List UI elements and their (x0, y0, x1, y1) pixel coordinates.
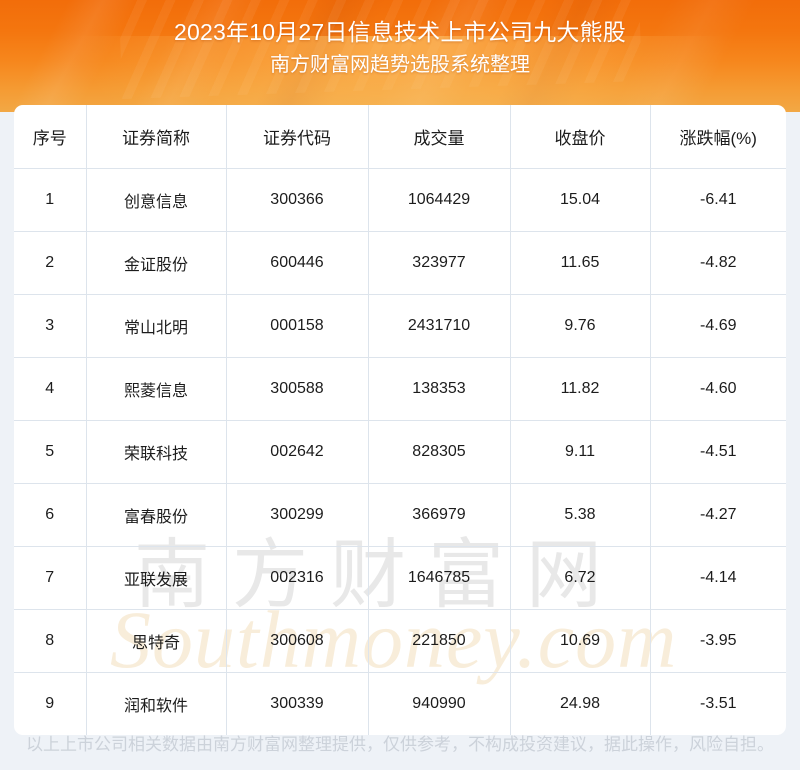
cell-change: -4.60 (650, 357, 786, 421)
cell-name: 荣联科技 (86, 420, 227, 484)
footer-disclaimer: 以上上市公司相关数据由南方财富网整理提供，仅供参考，不构成投资建议，据此操作，风… (26, 735, 774, 754)
cell-code: 002316 (226, 546, 369, 610)
cell-index: 3 (14, 294, 87, 358)
table-header-row: 序号 证券简称 证券代码 成交量 收盘价 涨跌幅(%) (14, 105, 786, 169)
cell-index: 2 (14, 231, 87, 295)
cell-close: 15.04 (510, 168, 651, 232)
table-row: 1 创意信息 300366 1064429 15.04 -6.41 (14, 168, 786, 232)
table-row: 6 富春股份 300299 366979 5.38 -4.27 (14, 483, 786, 547)
cell-change: -3.95 (650, 609, 786, 673)
cell-index: 9 (14, 672, 87, 735)
cell-index: 1 (14, 168, 87, 232)
cell-code: 000158 (226, 294, 369, 358)
cell-change: -4.27 (650, 483, 786, 547)
table-row: 4 熙菱信息 300588 138353 11.82 -4.60 (14, 357, 786, 421)
cell-close: 6.72 (510, 546, 651, 610)
page-subtitle: 南方财富网趋势选股系统整理 (270, 54, 530, 76)
cell-index: 7 (14, 546, 87, 610)
cell-close: 11.82 (510, 357, 651, 421)
cell-change: -4.51 (650, 420, 786, 484)
column-header-name: 证券简称 (86, 105, 227, 169)
cell-change: -6.41 (650, 168, 786, 232)
column-header-code: 证券代码 (226, 105, 369, 169)
column-header-change: 涨跌幅(%) (650, 105, 786, 169)
cell-name: 富春股份 (86, 483, 227, 547)
cell-close: 9.11 (510, 420, 651, 484)
cell-volume: 1064429 (368, 168, 511, 232)
stock-table: 序号 证券简称 证券代码 成交量 收盘价 涨跌幅(%) 1 创意信息 30036… (14, 105, 786, 735)
cell-name: 思特奇 (86, 609, 227, 673)
cell-code: 002642 (226, 420, 369, 484)
cell-close: 11.65 (510, 231, 651, 295)
table-row: 8 思特奇 300608 221850 10.69 -3.95 (14, 609, 786, 673)
column-header-index: 序号 (14, 105, 87, 169)
cell-code: 300608 (226, 609, 369, 673)
cell-change: -4.69 (650, 294, 786, 358)
cell-change: -4.82 (650, 231, 786, 295)
cell-name: 金证股份 (86, 231, 227, 295)
cell-name: 常山北明 (86, 294, 227, 358)
cell-volume: 221850 (368, 609, 511, 673)
cell-change: -4.14 (650, 546, 786, 610)
cell-index: 4 (14, 357, 87, 421)
cell-name: 创意信息 (86, 168, 227, 232)
table-row: 9 润和软件 300339 940990 24.98 -3.51 (14, 672, 786, 735)
cell-name: 熙菱信息 (86, 357, 227, 421)
cell-close: 10.69 (510, 609, 651, 673)
column-header-close: 收盘价 (510, 105, 651, 169)
cell-close: 24.98 (510, 672, 651, 735)
cell-close: 5.38 (510, 483, 651, 547)
cell-index: 8 (14, 609, 87, 673)
page-title: 2023年10月27日信息技术上市公司九大熊股 (174, 19, 626, 45)
cell-change: -3.51 (700, 695, 737, 712)
cell-name: 亚联发展 (86, 546, 227, 610)
cell-volume: 1646785 (368, 546, 511, 610)
cell-code: 300366 (226, 168, 369, 232)
table-body: 1 创意信息 300366 1064429 15.04 -6.41 2 金证股份… (14, 168, 786, 735)
cell-code: 600446 (226, 231, 369, 295)
table-row: 2 金证股份 600446 323977 11.65 -4.82 (14, 231, 786, 295)
banner-titles: 2023年10月27日信息技术上市公司九大熊股 南方财富网趋势选股系统整理 (0, 0, 800, 79)
cell-index: 6 (14, 483, 87, 547)
cell-name: 润和软件 (86, 672, 227, 735)
cell-volume: 138353 (368, 357, 511, 421)
cell-volume: 2431710 (368, 294, 511, 358)
header-banner: 2023年10月27日信息技术上市公司九大熊股 南方财富网趋势选股系统整理 (0, 0, 800, 112)
cell-volume: 366979 (368, 483, 511, 547)
table-row: 7 亚联发展 002316 1646785 6.72 -4.14 (14, 546, 786, 610)
cell-volume: 940990 (368, 672, 511, 735)
cell-volume: 828305 (368, 420, 511, 484)
cell-code: 300588 (226, 357, 369, 421)
cell-close: 9.76 (510, 294, 651, 358)
table-row: 3 常山北明 000158 2431710 9.76 -4.69 (14, 294, 786, 358)
cell-code: 300339 (226, 672, 369, 735)
cell-code: 300299 (226, 483, 369, 547)
table-row: 5 荣联科技 002642 828305 9.11 -4.51 (14, 420, 786, 484)
cell-index: 5 (14, 420, 87, 484)
stock-table-card: 南方财富网 Southmoney.com 序号 证券简称 证券代码 成交量 收盘… (14, 105, 786, 735)
cell-volume: 323977 (368, 231, 511, 295)
column-header-volume: 成交量 (368, 105, 511, 169)
